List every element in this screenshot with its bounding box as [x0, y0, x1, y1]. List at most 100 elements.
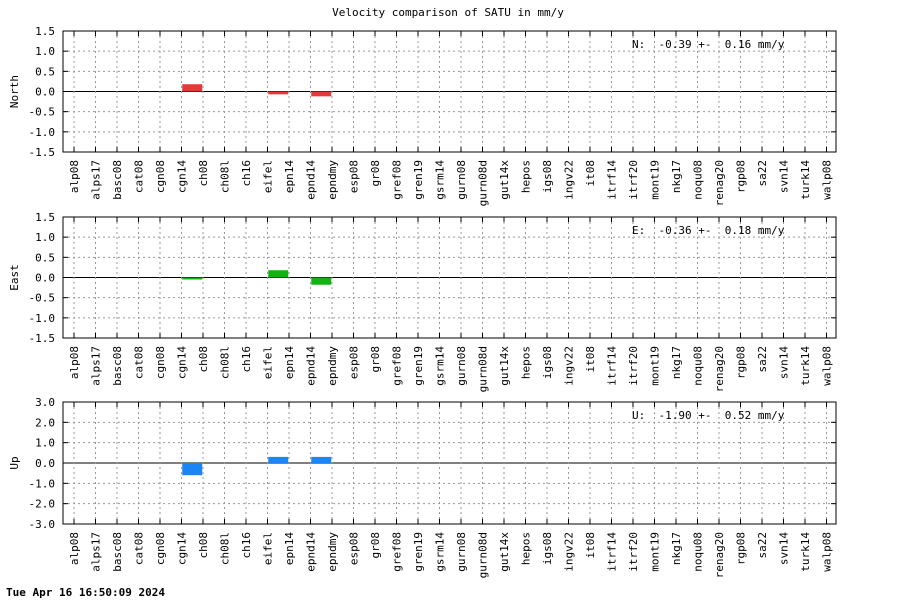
x-category-label: itrf14	[606, 532, 619, 572]
x-category-label: gurn08d	[477, 160, 490, 206]
y-tick-label: 0.0	[35, 272, 55, 285]
y-tick-label: 0.5	[35, 251, 55, 264]
y-tick-label: -1.0	[29, 477, 56, 490]
y-tick-label: -2.0	[29, 498, 56, 511]
y-axis-label: East	[8, 264, 21, 291]
stat-annotation: U: -1.90 +- 0.52 mm/y	[632, 409, 785, 422]
x-category-label: alp08	[68, 160, 81, 193]
x-category-label: mont19	[649, 346, 662, 386]
x-category-label: eifel	[262, 346, 275, 379]
x-category-label: hepos	[520, 160, 533, 193]
panel-north: 1.5 1.0 0.5 0.0 -0.5 -1.0 -1.5 alp08 alps17 basc0…	[8, 25, 837, 206]
panel-up: 3.0 2.0 1.0 0.0 -1.0 -2.0 -3.0 alp08 alps17 basc0…	[8, 396, 837, 578]
x-category-label: alps17	[90, 532, 103, 572]
x-category-label: itrf20	[627, 160, 640, 200]
x-category-label: epndmy	[326, 346, 339, 386]
x-category-label: ingv22	[563, 346, 576, 386]
x-category-label: epnd14	[305, 160, 318, 200]
timestamp-footer: Tue Apr 16 16:50:09 2024	[6, 586, 165, 599]
y-tick-label: 1.5	[35, 25, 55, 38]
x-category-label: it08	[584, 532, 597, 559]
x-category-label: nkg17	[670, 532, 683, 565]
x-category-label: epn14	[283, 160, 296, 193]
x-category-label: gurn08d	[477, 532, 490, 578]
x-category-label: ingv22	[563, 160, 576, 200]
x-category-label: noqu08	[692, 160, 705, 200]
x-category-label: epndmy	[326, 532, 339, 572]
x-category-label: it08	[584, 346, 597, 373]
x-category-label: cat08	[133, 160, 146, 193]
x-category-label: walp08	[821, 346, 834, 386]
x-category-label: gurn08	[455, 346, 468, 386]
x-category-label: esp08	[348, 532, 361, 565]
x-category-label: renag20	[713, 160, 726, 206]
x-category-label: epndmy	[326, 160, 339, 200]
x-category-label: igs08	[541, 532, 554, 565]
x-category-label: gref08	[391, 532, 404, 572]
x-category-label: cgn14	[176, 532, 189, 565]
y-axis-label: North	[8, 75, 21, 108]
x-category-label: cat08	[133, 346, 146, 379]
x-category-label: igs08	[541, 346, 554, 379]
x-category-label: eifel	[262, 160, 275, 193]
x-category-label: noqu08	[692, 346, 705, 386]
x-category-label: eifel	[262, 532, 275, 565]
x-category-label: sa22	[756, 346, 769, 373]
x-category-label: gsrm14	[434, 532, 447, 572]
y-tick-label: 0.5	[35, 65, 55, 78]
x-category-label: esp08	[348, 160, 361, 193]
y-axis-label: Up	[8, 456, 21, 469]
bar-epnd14	[311, 277, 332, 285]
y-tick-label: -0.5	[29, 106, 56, 119]
x-category-label: cgn08	[154, 346, 167, 379]
x-category-label: itrf20	[627, 346, 640, 386]
x-category-label: hepos	[520, 346, 533, 379]
x-category-label: gr08	[369, 346, 382, 373]
x-category-label: mont19	[649, 532, 662, 572]
x-category-label: igs08	[541, 160, 554, 193]
x-category-label: itrf14	[606, 160, 619, 200]
bar-cgn14	[182, 277, 203, 280]
x-category-label: ch08l	[219, 160, 232, 193]
x-category-label: gurn08	[455, 160, 468, 200]
y-tick-label: -1.5	[29, 146, 56, 159]
x-category-label: ch16	[240, 160, 253, 187]
x-category-label: gr08	[369, 160, 382, 187]
stat-annotation: N: -0.39 +- 0.16 mm/y	[632, 38, 785, 51]
x-category-label: renag20	[713, 532, 726, 578]
x-category-label: gut14x	[498, 532, 511, 572]
x-category-label: alps17	[90, 346, 103, 386]
x-category-label: turk14	[799, 346, 812, 386]
y-tick-label: 0.0	[35, 86, 55, 99]
x-category-label: alp08	[68, 532, 81, 565]
x-category-label: basc08	[111, 160, 124, 200]
x-category-label: cat08	[133, 532, 146, 565]
x-category-label: ch16	[240, 346, 253, 373]
bar-eifel	[268, 456, 289, 463]
bar-eifel	[268, 270, 289, 278]
panel-east: 1.5 1.0 0.5 0.0 -0.5 -1.0 -1.5 alp08 alps17 basc0…	[8, 211, 837, 392]
x-category-label: rgp08	[735, 532, 748, 565]
x-category-label: gurn08d	[477, 346, 490, 392]
bar-cgn14	[182, 84, 203, 92]
x-category-label: cgn08	[154, 532, 167, 565]
x-category-label: gren19	[412, 346, 425, 386]
x-category-label: epn14	[283, 532, 296, 565]
x-category-label: gurn08	[455, 532, 468, 572]
x-category-label: basc08	[111, 532, 124, 572]
x-category-label: gref08	[391, 160, 404, 200]
x-category-label: ch08l	[219, 532, 232, 565]
y-tick-label: 1.0	[35, 437, 55, 450]
y-tick-label: 2.0	[35, 416, 55, 429]
bar-epnd14	[311, 456, 332, 463]
x-category-label: sa22	[756, 160, 769, 187]
x-category-label: cgn14	[176, 346, 189, 379]
x-category-label: epnd14	[305, 346, 318, 386]
x-category-label: alp08	[68, 346, 81, 379]
y-tick-label: -1.5	[29, 332, 56, 345]
figure-title: Velocity comparison of SATU in mm/y	[332, 6, 564, 19]
x-category-label: rgp08	[735, 346, 748, 379]
x-category-label: sa22	[756, 532, 769, 559]
y-tick-label: -1.0	[29, 312, 56, 325]
